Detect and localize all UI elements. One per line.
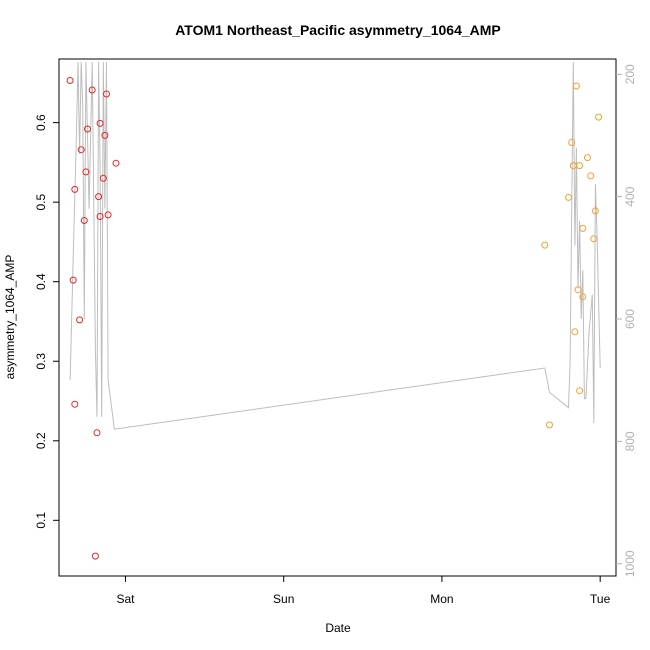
y-axis-left: 0.1 0.2 0.3 0.4 0.5 0.6 — [34, 114, 59, 529]
y-tick-label-0: 0.1 — [34, 512, 48, 529]
plot-frame — [58, 58, 617, 577]
y2-tick-label-4: 1000 — [623, 550, 637, 577]
y-axis-label: asymmetry_1064_AMP — [3, 255, 17, 380]
data-point-orange-16 — [595, 113, 603, 121]
y-tick-label-4: 0.5 — [34, 194, 48, 211]
data-point-red-0 — [66, 77, 74, 84]
y2-tick-label-1: 400 — [623, 186, 637, 206]
data-point-red-9 — [88, 86, 96, 94]
x-axis-label: Date — [325, 621, 351, 635]
x-tick-label-3: Tue — [590, 592, 611, 606]
data-point-red-19 — [112, 159, 120, 167]
x-tick-label-0: Sat — [116, 592, 135, 606]
data-point-orange-1 — [546, 421, 553, 429]
data-point-orange-5 — [571, 328, 579, 336]
y2-tick-label-0: 200 — [623, 64, 637, 84]
data-point-orange-4 — [569, 162, 577, 170]
data-point-orange-3 — [568, 139, 576, 146]
x-axis: Sat Sun Mon Tue — [116, 576, 611, 606]
y-axis-right: 200 400 600 800 1000 — [616, 64, 637, 577]
data-point-red-17 — [103, 90, 110, 98]
x-tick-label-1: Sun — [273, 592, 294, 606]
data-point-red-2 — [71, 185, 79, 193]
data-point-orange-8 — [576, 387, 584, 395]
y-tick-label-5: 0.6 — [34, 114, 48, 131]
data-point-orange-14 — [590, 235, 598, 243]
data-point-orange-6 — [572, 82, 580, 90]
data-point-red-8 — [84, 125, 91, 133]
y2-tick-label-2: 600 — [623, 309, 637, 329]
x-tick-label-2: Mon — [430, 592, 453, 606]
data-point-orange-11 — [579, 224, 587, 232]
data-point-red-7 — [82, 168, 90, 176]
right-axis-line-series — [69, 62, 601, 430]
data-point-orange-12 — [584, 154, 591, 162]
y-tick-label-1: 0.2 — [34, 432, 48, 449]
data-point-red-16 — [101, 131, 109, 139]
y-tick-label-2: 0.3 — [34, 353, 48, 370]
data-point-red-1 — [69, 276, 77, 284]
data-point-red-3 — [71, 400, 79, 408]
data-point-red-4 — [76, 316, 84, 324]
data-point-red-10 — [91, 552, 99, 560]
data-point-orange-13 — [587, 172, 595, 180]
data-point-orange-2 — [565, 193, 572, 201]
scatter-points — [66, 77, 603, 560]
data-point-orange-0 — [541, 241, 549, 249]
data-point-orange-10 — [579, 293, 587, 301]
series-line — [69, 62, 601, 430]
data-point-orange-9 — [576, 162, 584, 170]
data-point-red-18 — [104, 211, 112, 219]
data-point-red-11 — [93, 429, 101, 437]
data-point-red-15 — [99, 174, 107, 182]
data-point-red-5 — [77, 146, 85, 154]
y-tick-label-3: 0.4 — [34, 273, 48, 290]
data-point-red-12 — [95, 193, 103, 201]
data-point-orange-15 — [591, 207, 599, 215]
y2-tick-label-3: 800 — [623, 431, 637, 451]
data-point-red-14 — [96, 213, 104, 220]
data-point-red-13 — [96, 119, 104, 127]
data-point-orange-7 — [574, 286, 582, 294]
data-point-red-6 — [80, 217, 88, 224]
chart-title: ATOM1 Northeast_Pacific asymmetry_1064_A… — [175, 22, 501, 38]
